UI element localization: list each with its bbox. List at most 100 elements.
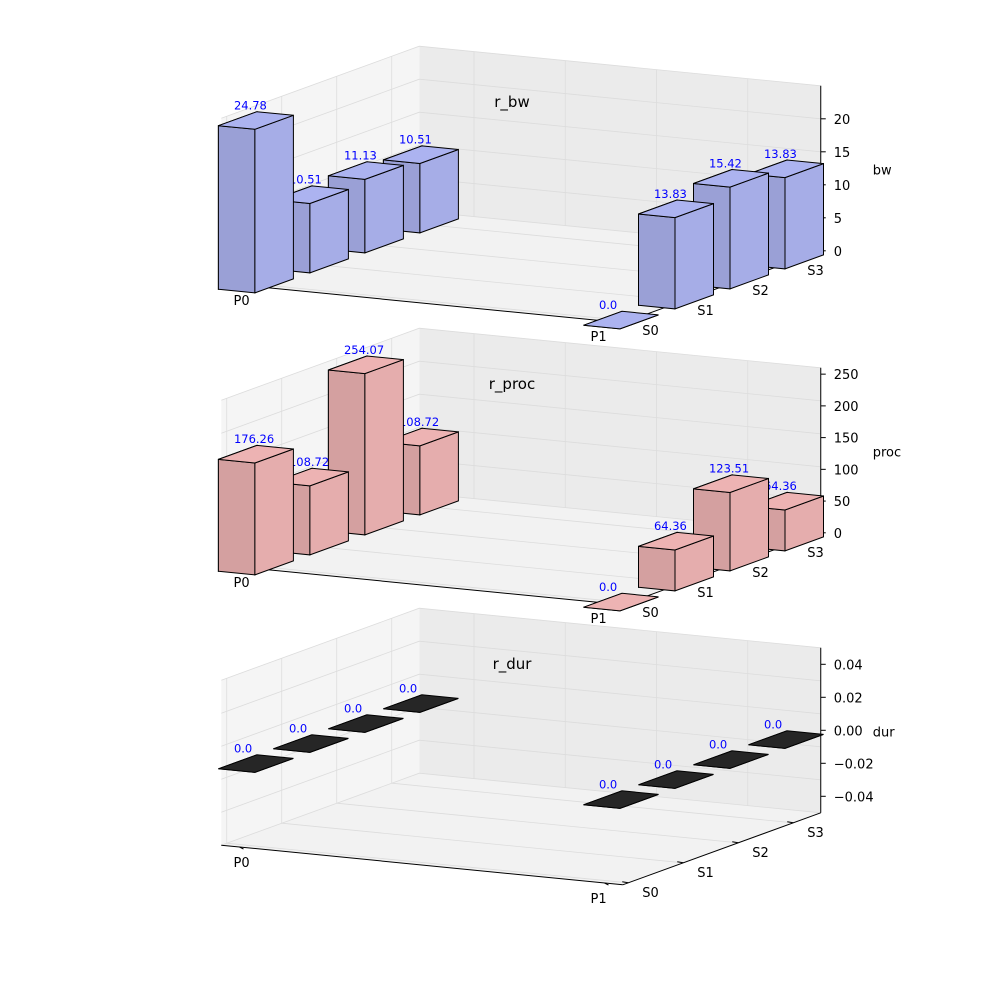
bar-face — [674, 202, 714, 310]
z-axis-label: dur — [873, 725, 895, 740]
grid-line — [221, 45, 821, 119]
y-tick — [622, 881, 629, 884]
z-tick-label: 0 — [834, 527, 842, 542]
grid-line — [221, 640, 821, 714]
z-tick-label: −0.04 — [834, 790, 874, 805]
grid-line — [221, 607, 821, 681]
bar-value-label: 176.26 — [234, 432, 274, 446]
bar-top — [583, 592, 659, 612]
y-tick-label: S0 — [642, 606, 659, 621]
bar-P1-S1: 64.36 — [638, 519, 714, 592]
floor-pane — [221, 773, 821, 885]
z-tick-label: 0 — [834, 245, 842, 260]
z-tick-label: 0.02 — [834, 691, 863, 706]
bar-value-label: 10.51 — [289, 173, 322, 187]
y-tick-label: S3 — [807, 264, 824, 279]
bar-P1-S0: 0.0 — [583, 580, 659, 612]
bar-face — [364, 358, 404, 536]
y-tick-label: S2 — [752, 846, 769, 861]
z-tick-label: 100 — [834, 463, 859, 478]
bar-face — [419, 431, 459, 516]
bar-top — [638, 770, 714, 789]
bar-value-label: 11.13 — [344, 149, 377, 163]
y-tick-label: S1 — [697, 866, 714, 881]
grid-line — [281, 822, 684, 864]
y-tick — [732, 841, 739, 844]
bar-face — [254, 114, 294, 294]
bar-top — [748, 730, 824, 749]
bar-P0-S0: 0.0 — [218, 742, 294, 773]
bar-face — [784, 162, 824, 270]
bar-top — [328, 355, 404, 375]
bar-value-label: 0.0 — [344, 702, 362, 716]
x-axis-line — [221, 564, 623, 606]
z-tick-label: 15 — [834, 146, 851, 161]
chart-title: r_dur — [493, 655, 533, 674]
x-tick-label: P1 — [591, 330, 607, 345]
grid-line — [226, 280, 629, 322]
y-tick-label: S0 — [642, 886, 659, 901]
y-tick-label: S1 — [697, 304, 714, 319]
z-tick-label: −0.02 — [834, 757, 874, 772]
side-pane — [221, 608, 420, 846]
grid-line — [336, 802, 739, 844]
z-axis-label: bw — [873, 163, 892, 178]
bar-P0-S3: 0.0 — [383, 682, 459, 713]
bar-face — [729, 172, 769, 290]
bar-value-label: 0.0 — [599, 580, 617, 594]
grid-line — [281, 542, 684, 584]
bar-face — [729, 477, 769, 572]
bar-top — [383, 145, 459, 165]
bar-value-label: 0.0 — [599, 778, 617, 792]
z-tick-label: 5 — [834, 212, 842, 227]
bar-top — [218, 754, 294, 773]
bar-P1-S0: 0.0 — [583, 298, 659, 330]
bar-P1-S1: 13.83 — [638, 187, 714, 310]
bar-P1-S0: 0.0 — [583, 778, 659, 809]
grid-line — [221, 739, 821, 813]
bar-face — [309, 471, 349, 556]
bar-value-label: 108.72 — [289, 455, 329, 469]
bar-face — [217, 125, 256, 294]
grid-line — [221, 393, 821, 467]
grid-line — [221, 673, 821, 747]
grid-line — [226, 842, 629, 884]
bar-top — [583, 790, 659, 809]
z-tick-label: 150 — [834, 432, 859, 447]
z-tick-label: 20 — [834, 113, 851, 128]
bar-top — [638, 531, 714, 551]
z-tick-label: 250 — [834, 368, 859, 383]
bar-P0-S0: 176.26 — [217, 432, 294, 576]
bar-value-label: 0.0 — [234, 742, 252, 756]
y-tick-label: S3 — [807, 546, 824, 561]
grid-line — [221, 772, 821, 846]
bar-P1-S1: 0.0 — [638, 758, 714, 789]
grid-line — [221, 327, 821, 401]
bar-value-label: 15.42 — [709, 156, 742, 170]
y-tick — [787, 821, 794, 824]
y-tick-label: S2 — [752, 284, 769, 299]
y-tick-label: S2 — [752, 566, 769, 581]
x-tick — [604, 882, 609, 886]
bar-P0-S0: 24.78 — [217, 99, 294, 294]
bar-value-label: 254.07 — [344, 343, 384, 357]
z-tick-label: 0.00 — [834, 724, 863, 739]
grid-line — [226, 562, 629, 604]
bar-value-label: 64.36 — [654, 519, 687, 533]
y-tick-label: S1 — [697, 586, 714, 601]
chart-title: r_proc — [489, 375, 535, 394]
y-tick — [677, 861, 684, 864]
x-axis-line — [221, 282, 623, 324]
bar-face — [309, 188, 349, 274]
grid-line — [221, 360, 821, 434]
bar-face — [217, 458, 256, 576]
z-tick-label: 10 — [834, 179, 851, 194]
bar-value-label: 0.0 — [599, 298, 617, 312]
y-tick-label: S3 — [807, 826, 824, 841]
bar-value-label: 13.83 — [654, 187, 687, 201]
bar-value-label: 0.0 — [764, 718, 782, 732]
x-tick-label: P0 — [234, 294, 250, 309]
bar-value-label: 0.0 — [399, 682, 417, 696]
panel-r-proc: r_proc P0 P1 S0 S1 S2 S3 0 50 100 150 200 250 proc 108… — [217, 327, 901, 627]
